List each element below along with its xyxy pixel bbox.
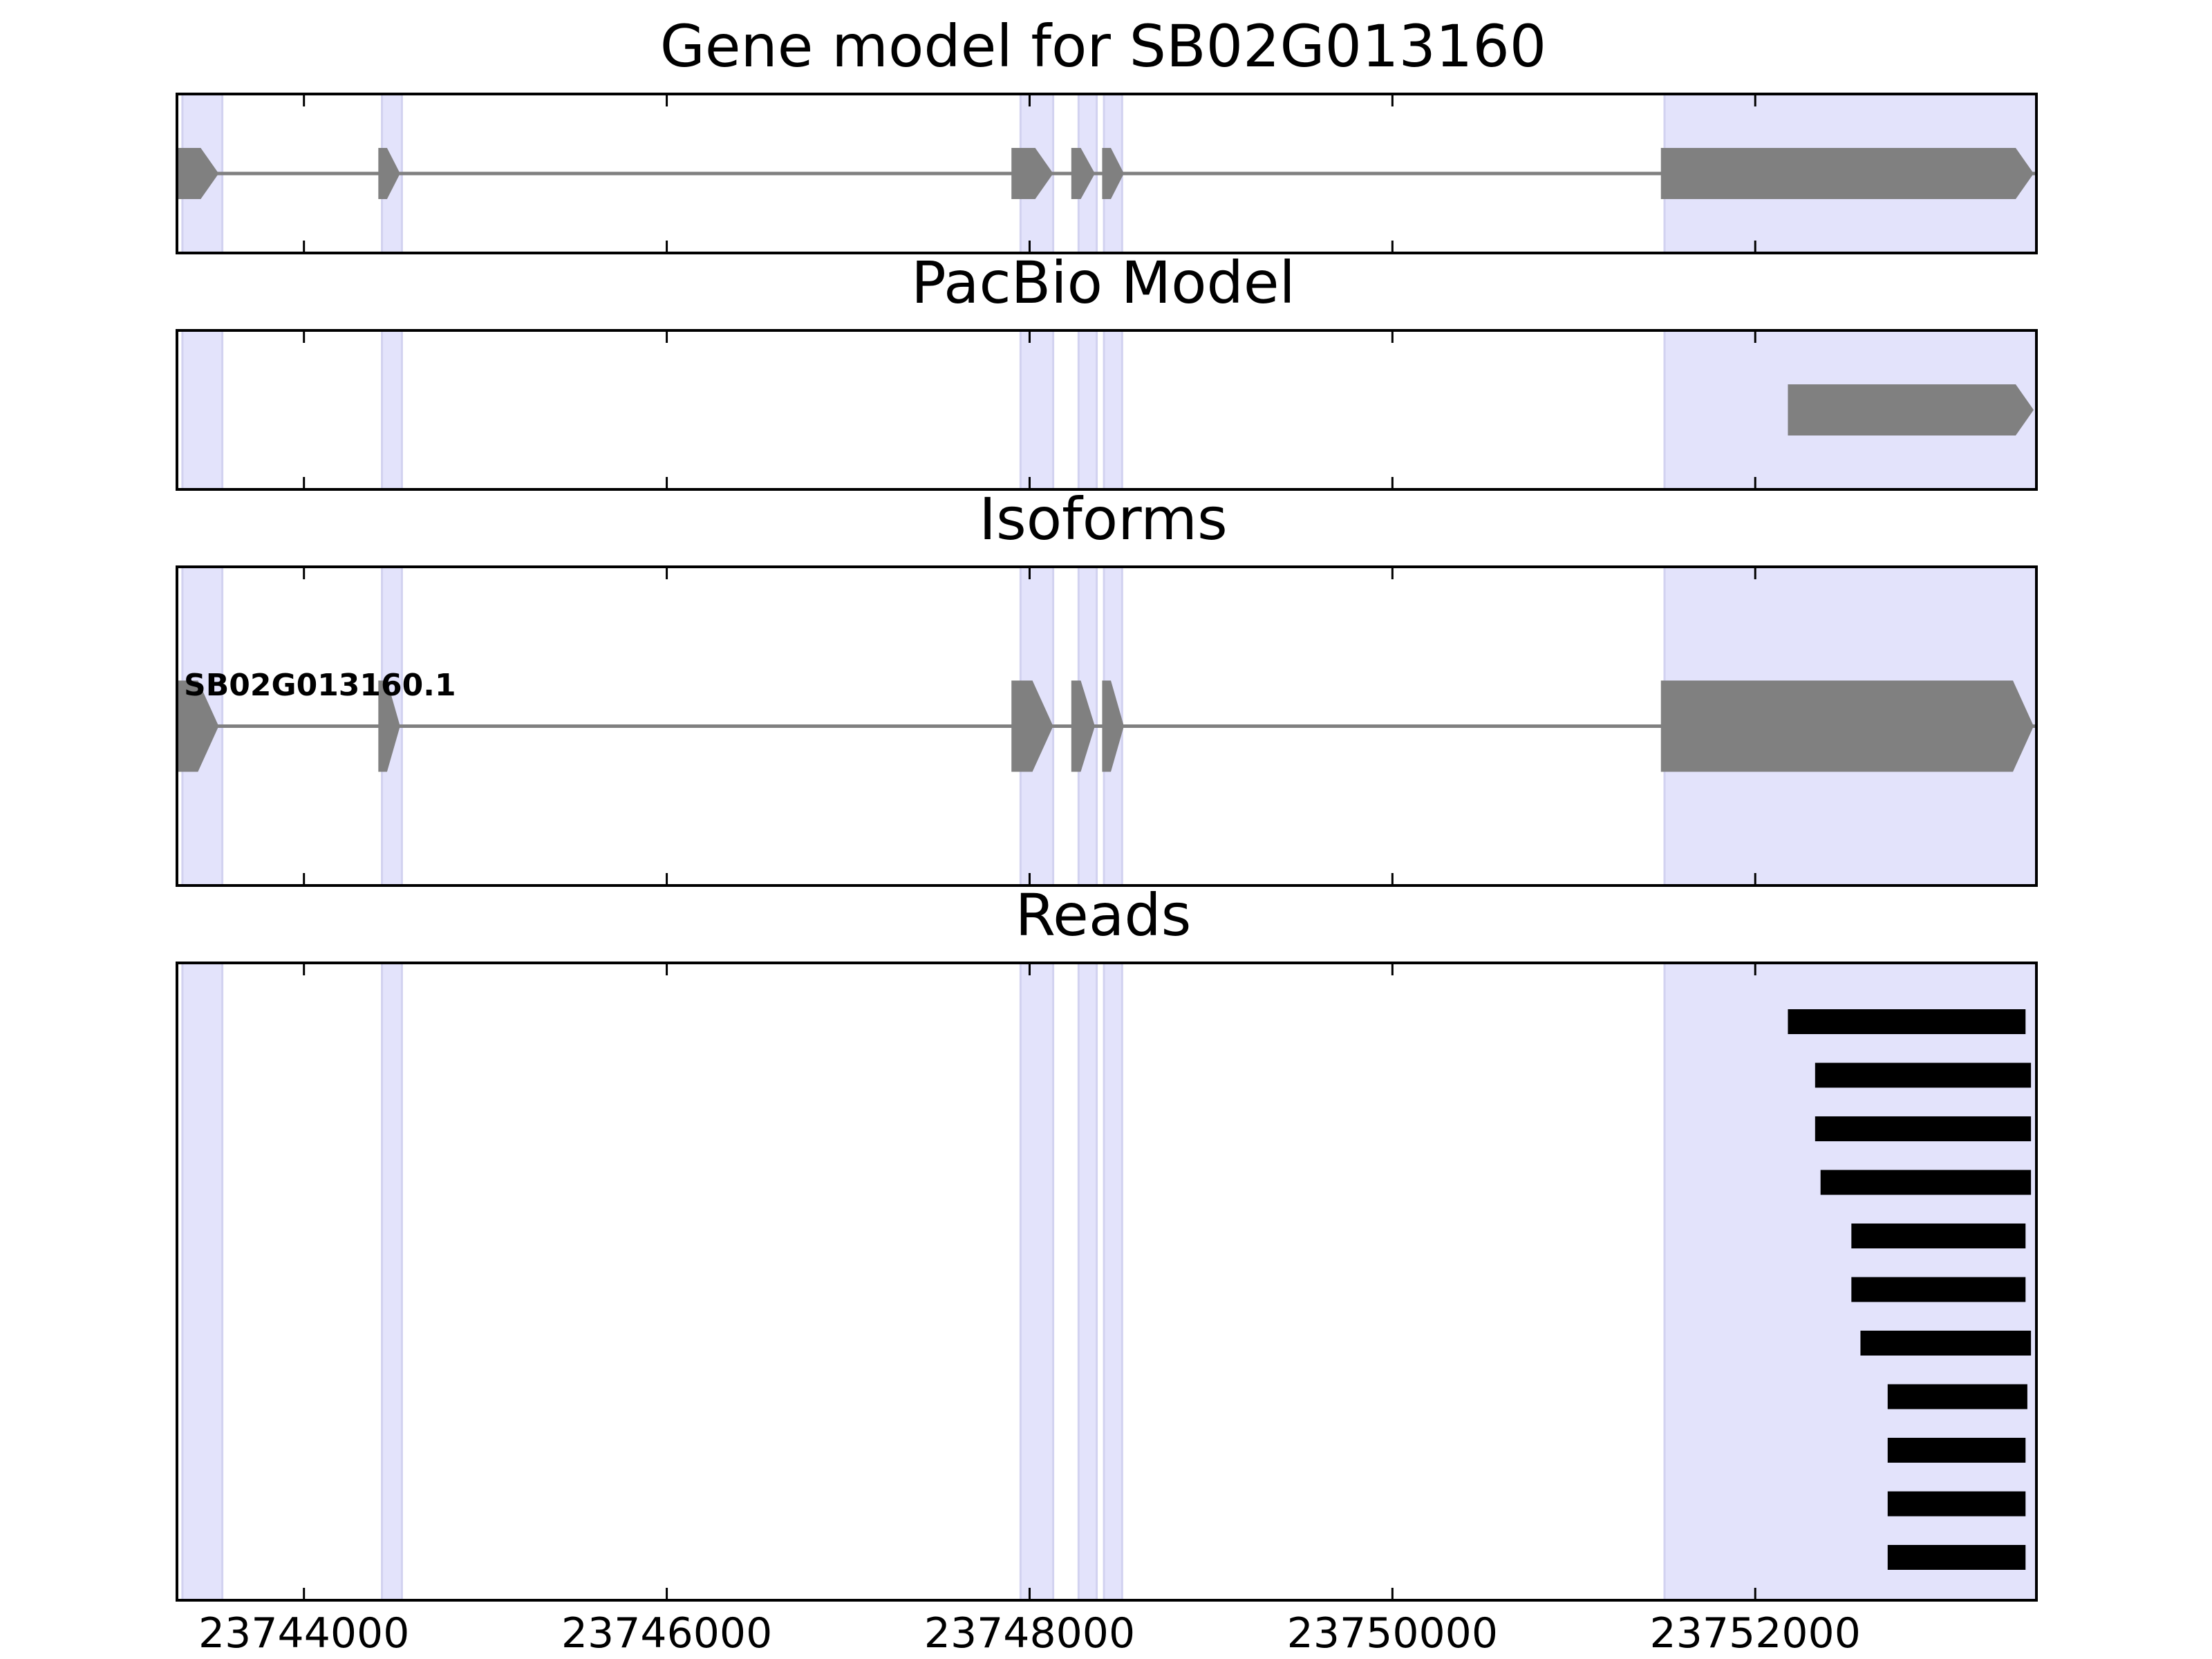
highlight-region <box>1103 329 1123 491</box>
highlight-region <box>1019 329 1055 491</box>
axes-frame <box>176 93 2038 254</box>
panel-2: PacBio Model <box>176 249 2038 491</box>
highlight-region <box>381 962 403 1602</box>
exon <box>1788 384 2034 435</box>
exon <box>1011 680 1053 772</box>
exon <box>177 680 219 772</box>
read-bar <box>1887 1438 2026 1463</box>
highlight-region <box>381 329 403 491</box>
exon <box>1071 148 1095 199</box>
exon <box>1011 148 1053 199</box>
x-tick-label: 23746000 <box>561 1609 772 1658</box>
panel-1: Gene model for SB02G013160 <box>176 12 2038 254</box>
exon <box>177 148 219 199</box>
isoform-label: SB02G013160.1 <box>184 668 456 703</box>
exon <box>378 680 400 772</box>
x-tick-label: 23750000 <box>1287 1609 1498 1658</box>
axes-frame <box>176 962 2038 1602</box>
exon <box>1102 680 1124 772</box>
x-tick-label: 23748000 <box>924 1609 1135 1658</box>
exon <box>1071 680 1095 772</box>
exon <box>1660 680 2034 772</box>
highlight-region <box>1077 962 1098 1602</box>
exon <box>1102 148 1124 199</box>
panel-title: Gene model for SB02G013160 <box>660 12 1546 80</box>
read-bar <box>1788 1009 2026 1034</box>
panel-title: PacBio Model <box>911 249 1295 317</box>
highlight-region <box>1019 962 1055 1602</box>
panel-title: Isoforms <box>979 485 1228 553</box>
highlight-region <box>181 329 224 491</box>
read-bar <box>1820 1170 2032 1195</box>
read-bar <box>1815 1062 2032 1088</box>
read-bar <box>1887 1545 2026 1570</box>
x-tick-label: 23752000 <box>1650 1609 1861 1658</box>
highlight-region <box>181 962 224 1602</box>
panel-title: Reads <box>1015 881 1192 949</box>
axes-frame <box>176 565 2038 887</box>
panel-4: 23744000 23746000 23748000 23750000 23752000… <box>176 881 2038 1658</box>
exon <box>1660 148 2034 199</box>
highlight-region <box>1077 329 1098 491</box>
read-bar <box>1815 1116 2032 1141</box>
x-tick-label: 23744000 <box>198 1609 409 1658</box>
exon <box>378 148 400 199</box>
read-bar <box>1887 1384 2027 1409</box>
highlight-region <box>1103 962 1123 1602</box>
read-bar <box>1887 1491 2026 1517</box>
axes-frame <box>176 329 2038 491</box>
read-bar <box>1851 1224 2026 1248</box>
panel-3: SB02G013160.1 Isoforms <box>176 485 2038 887</box>
read-bar <box>1851 1277 2026 1302</box>
read-bar <box>1860 1331 2032 1356</box>
